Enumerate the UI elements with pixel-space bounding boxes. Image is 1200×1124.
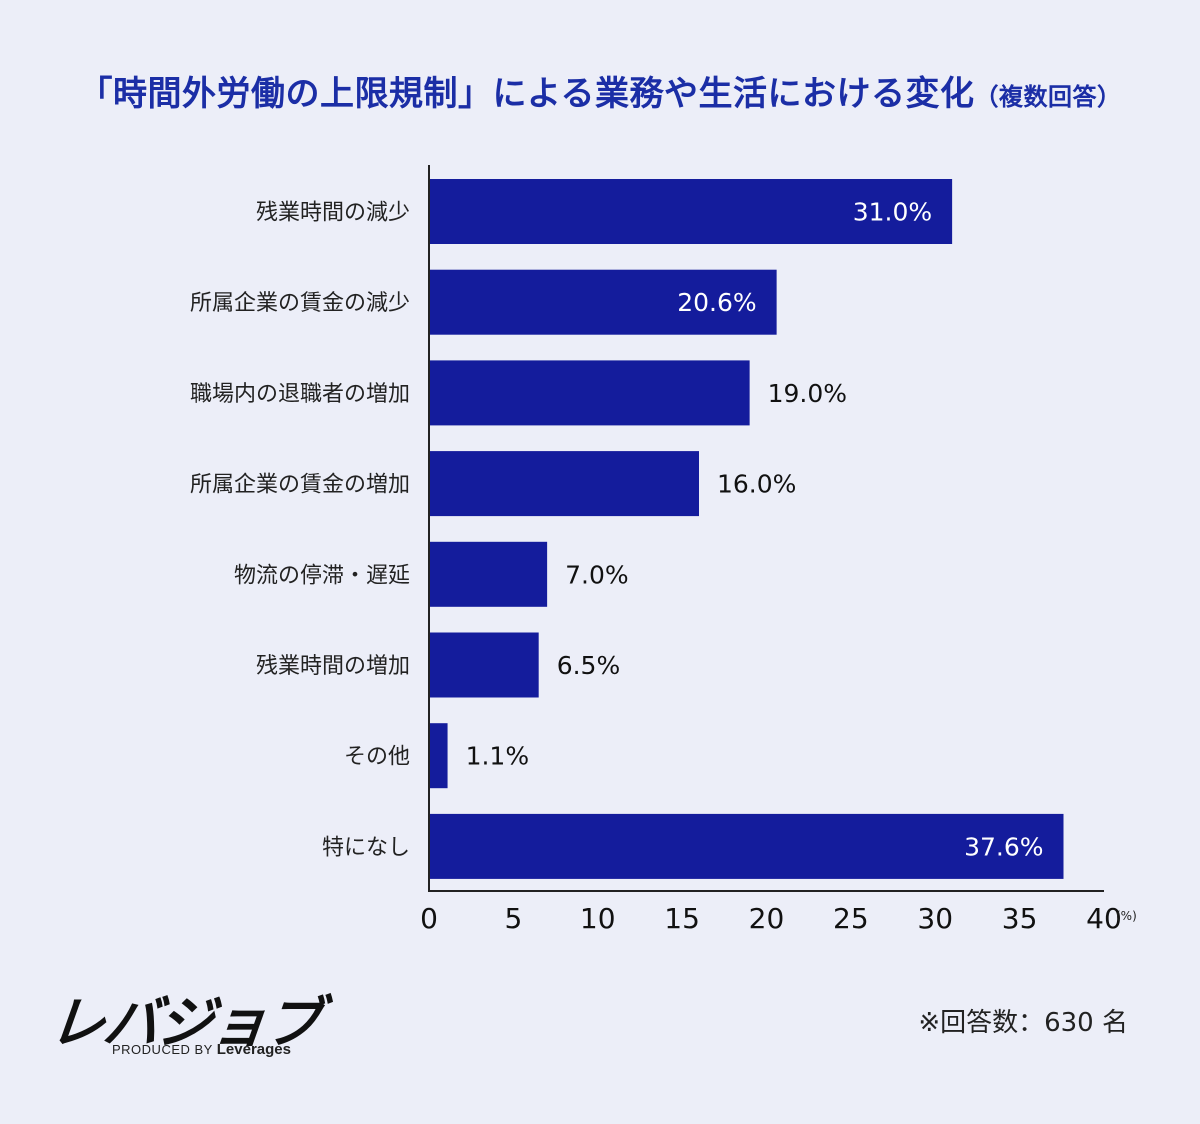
category-label-2: 所属企業の賃金の減少	[190, 291, 410, 316]
category-label-8: 特になし	[322, 835, 410, 860]
produced-by-company: Leverages	[216, 1041, 291, 1058]
bar-7	[429, 723, 448, 789]
category-label-1: 残業時間の減少	[256, 201, 410, 226]
x-tick-label-40: 40	[1086, 902, 1122, 935]
bar-8	[429, 813, 1064, 879]
category-label-7: その他	[344, 745, 410, 770]
value-label-8: 37.6%	[964, 832, 1043, 861]
x-tick-label-35: 35	[1002, 902, 1038, 935]
bar-6	[429, 632, 539, 698]
produced-by: PRODUCED BY Leverages	[112, 1041, 291, 1058]
chart-title-sub: （複数回答）	[974, 83, 1122, 111]
x-tick-label-0: 0	[420, 902, 438, 935]
value-label-2: 20.6%	[677, 288, 756, 317]
value-label-3: 19.0%	[768, 379, 847, 408]
x-tick-label-25: 25	[833, 902, 869, 935]
x-tick-label-15: 15	[664, 902, 700, 935]
value-label-4: 16.0%	[717, 470, 796, 499]
category-label-5: 物流の停滞・遅延	[234, 563, 410, 588]
value-label-6: 6.5%	[557, 651, 621, 680]
bar-5	[429, 541, 548, 607]
x-tick-label-30: 30	[917, 902, 953, 935]
bar-3	[429, 360, 750, 426]
bar-1	[429, 179, 953, 244]
value-label-1: 31.0%	[853, 198, 932, 227]
value-label-5: 7.0%	[565, 560, 629, 589]
x-tick-label-20: 20	[749, 902, 785, 935]
value-label-7: 1.1%	[466, 742, 530, 771]
category-label-3: 職場内の退職者の増加	[190, 382, 410, 407]
x-tick-label-5: 5	[504, 902, 522, 935]
produced-by-prefix: PRODUCED BY	[112, 1042, 213, 1057]
x-axis-unit: (%)	[1116, 909, 1137, 923]
chart-title-main: 「時間外労働の上限規制」による業務や生活における変化	[78, 74, 975, 114]
chart-title: 「時間外労働の上限規制」による業務や生活における変化（複数回答）	[0, 66, 1200, 115]
bar-4	[429, 451, 699, 517]
x-tick-label-10: 10	[580, 902, 616, 935]
respondent-count-note: ※回答数：630 名	[918, 1008, 1128, 1038]
category-label-4: 所属企業の賃金の増加	[190, 473, 410, 498]
bar-2	[429, 269, 777, 335]
category-label-6: 残業時間の増加	[256, 654, 410, 679]
